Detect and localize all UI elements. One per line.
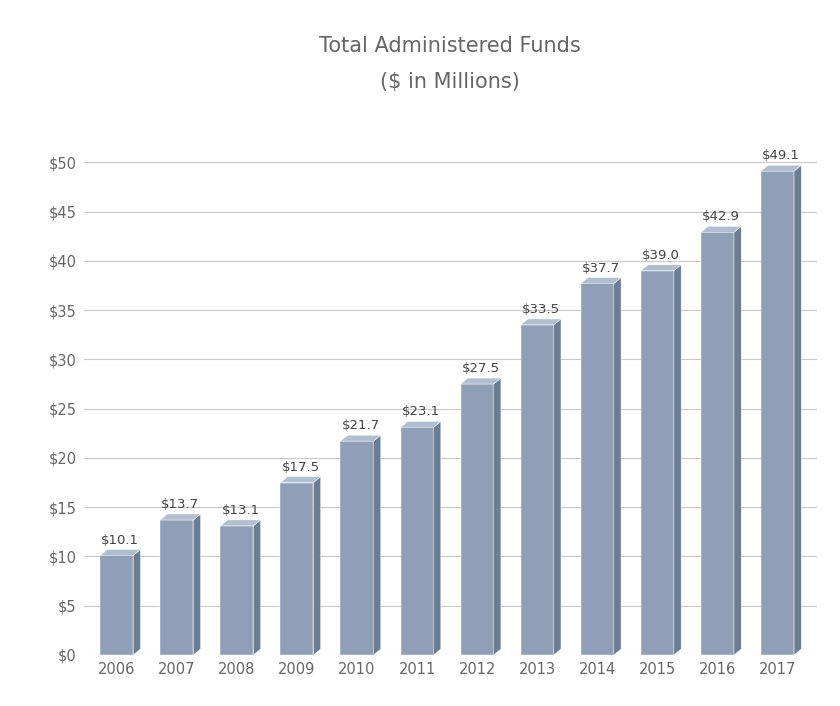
Text: $39.0: $39.0 [642,249,680,262]
Text: $42.9: $42.9 [702,210,740,223]
Polygon shape [701,232,734,655]
Polygon shape [281,482,313,655]
Text: $37.7: $37.7 [582,262,620,275]
Polygon shape [580,277,621,284]
Text: $10.1: $10.1 [102,534,139,546]
Polygon shape [521,319,561,325]
Text: $23.1: $23.1 [402,405,440,419]
Text: $27.5: $27.5 [462,362,500,375]
Polygon shape [160,514,201,520]
Polygon shape [220,520,260,526]
Polygon shape [254,520,260,655]
Polygon shape [641,265,681,270]
Polygon shape [340,441,374,655]
Text: $13.7: $13.7 [161,498,199,511]
Polygon shape [761,165,801,171]
Polygon shape [160,520,193,655]
Polygon shape [401,427,433,655]
Polygon shape [494,378,501,655]
Polygon shape [460,384,494,655]
Polygon shape [641,270,674,655]
Polygon shape [313,477,321,655]
Polygon shape [734,227,741,655]
Polygon shape [460,378,501,384]
Polygon shape [134,549,140,655]
Polygon shape [674,265,681,655]
Polygon shape [554,319,561,655]
Polygon shape [281,477,321,482]
Polygon shape [614,277,621,655]
Polygon shape [701,227,741,232]
Text: $49.1: $49.1 [762,149,800,162]
Polygon shape [433,421,441,655]
Polygon shape [100,556,134,655]
Title: Total Administered Funds
($ in Millions): Total Administered Funds ($ in Millions) [319,36,581,92]
Polygon shape [761,171,794,655]
Polygon shape [340,435,381,441]
Text: $33.5: $33.5 [522,303,560,316]
Polygon shape [401,421,441,427]
Polygon shape [374,435,381,655]
Polygon shape [220,526,254,655]
Text: $21.7: $21.7 [342,419,380,432]
Text: $17.5: $17.5 [281,460,319,474]
Polygon shape [100,549,140,556]
Polygon shape [521,325,554,655]
Polygon shape [193,514,201,655]
Polygon shape [580,284,614,655]
Polygon shape [794,165,801,655]
Text: $13.1: $13.1 [222,504,260,517]
